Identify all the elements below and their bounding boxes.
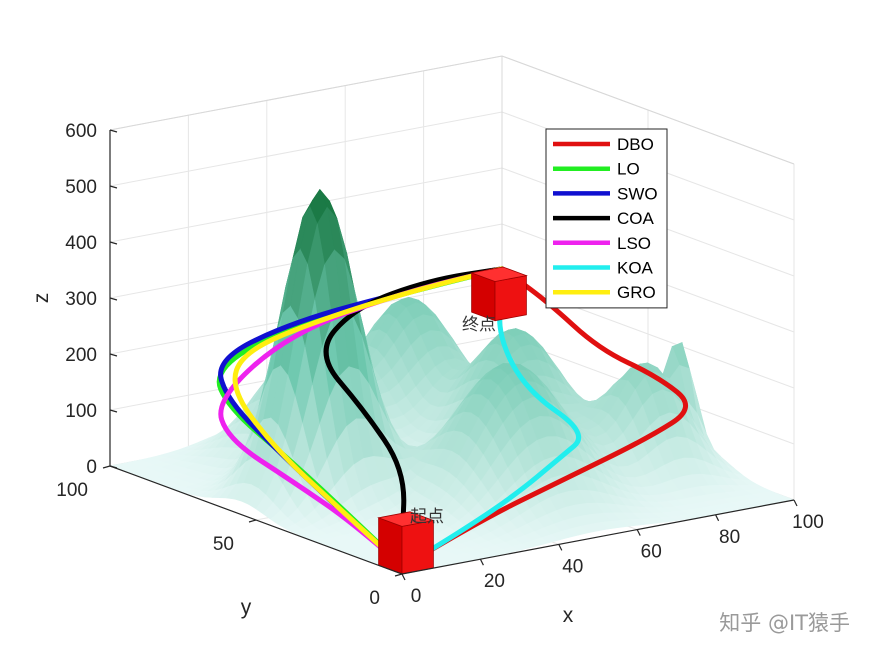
terrain-surface <box>108 188 796 575</box>
x-tick-label: 100 <box>792 512 824 533</box>
legend-entry-lso: LSO <box>617 234 651 253</box>
y-axis-label: y <box>241 596 252 619</box>
z-tick-label: 100 <box>65 401 97 422</box>
series-path-gro <box>232 266 505 570</box>
x-tick-label: 40 <box>562 556 583 577</box>
z-tick-label: 600 <box>65 121 97 142</box>
legend-entry-koa: KOA <box>617 259 654 278</box>
obstacle-markers <box>377 266 528 575</box>
legend-entry-lo: LO <box>617 160 640 179</box>
z-tick-label: 300 <box>65 289 97 310</box>
x-axis-label: x <box>563 604 574 627</box>
axis-lines <box>102 129 798 581</box>
x-tick-label: 60 <box>641 542 662 563</box>
legend-entry-dbo: DBO <box>617 135 654 154</box>
y-tick-label: 100 <box>56 480 88 501</box>
z-tick-label: 200 <box>65 345 97 366</box>
start-marker <box>377 511 435 575</box>
z-axis-label: z <box>30 293 53 304</box>
legend-entry-coa: COA <box>617 209 655 228</box>
axis-labels: x y z <box>30 293 574 627</box>
legend: DBO LO SWO COA LSO KOA GRO <box>545 128 668 309</box>
end-point-label: 终点 <box>462 315 496 335</box>
annotations: 起点 终点 <box>410 315 496 527</box>
y-tick-label: 0 <box>369 588 380 609</box>
watermark: 知乎 @IT猿手 <box>719 611 850 635</box>
series-path-coa <box>323 266 505 570</box>
x-tick-label: 80 <box>719 527 740 548</box>
series-path-dbo <box>400 266 688 570</box>
z-tick-label: 400 <box>65 233 97 254</box>
y-tick-label: 50 <box>213 534 234 555</box>
end-marker <box>470 266 528 322</box>
z-tick-label: 0 <box>86 457 97 478</box>
start-point-label: 起点 <box>410 507 444 527</box>
x-tick-label: 0 <box>411 586 422 607</box>
legend-entry-swo: SWO <box>617 184 658 203</box>
legend-entry-gro: GRO <box>617 283 656 302</box>
x-tick-label: 20 <box>484 571 505 592</box>
z-tick-label: 500 <box>65 177 97 198</box>
